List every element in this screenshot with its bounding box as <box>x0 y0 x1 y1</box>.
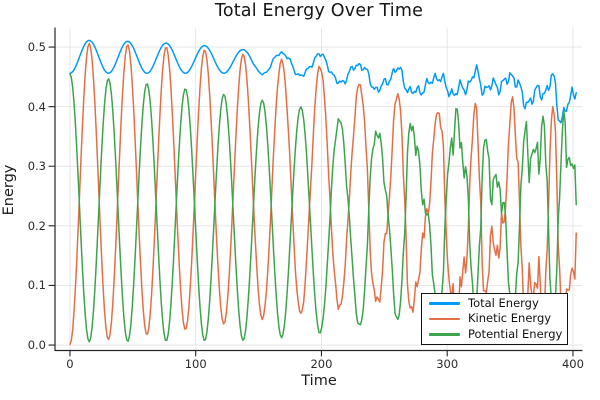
legend-label: Potential Energy <box>468 326 563 341</box>
x-axis-label: Time <box>301 373 337 389</box>
y-tick-label: 0.2 <box>27 218 46 233</box>
legend-item-potential: Potential Energy <box>429 327 563 342</box>
legend-item-kinetic: Kinetic Energy <box>429 311 563 326</box>
x-tick-label: 300 <box>436 357 459 371</box>
legend: Total Energy Kinetic Energy Potential En… <box>421 293 568 345</box>
kinetic-energy-line-swatch <box>429 317 460 321</box>
potential-energy-line-swatch <box>429 333 460 336</box>
legend-item-total: Total Energy <box>429 296 563 311</box>
legend-label: Total Energy <box>468 295 539 310</box>
x-tick-label: 100 <box>184 357 207 371</box>
y-tick-label: 0.1 <box>27 278 46 293</box>
y-axis-label: Energy <box>1 164 17 216</box>
y-tick-label: 0.4 <box>27 99 46 114</box>
y-tick-label: 0.0 <box>27 338 46 353</box>
y-tick-label: 0.5 <box>27 40 46 55</box>
x-tick-label: 200 <box>310 357 333 371</box>
legend-label: Kinetic Energy <box>468 311 552 326</box>
y-tick-label: 0.3 <box>27 159 46 174</box>
total-energy-line-swatch <box>429 302 460 305</box>
chart-title: Total Energy Over Time <box>214 1 424 21</box>
x-tick-label: 400 <box>561 357 584 371</box>
x-tick-label: 0 <box>66 357 74 371</box>
